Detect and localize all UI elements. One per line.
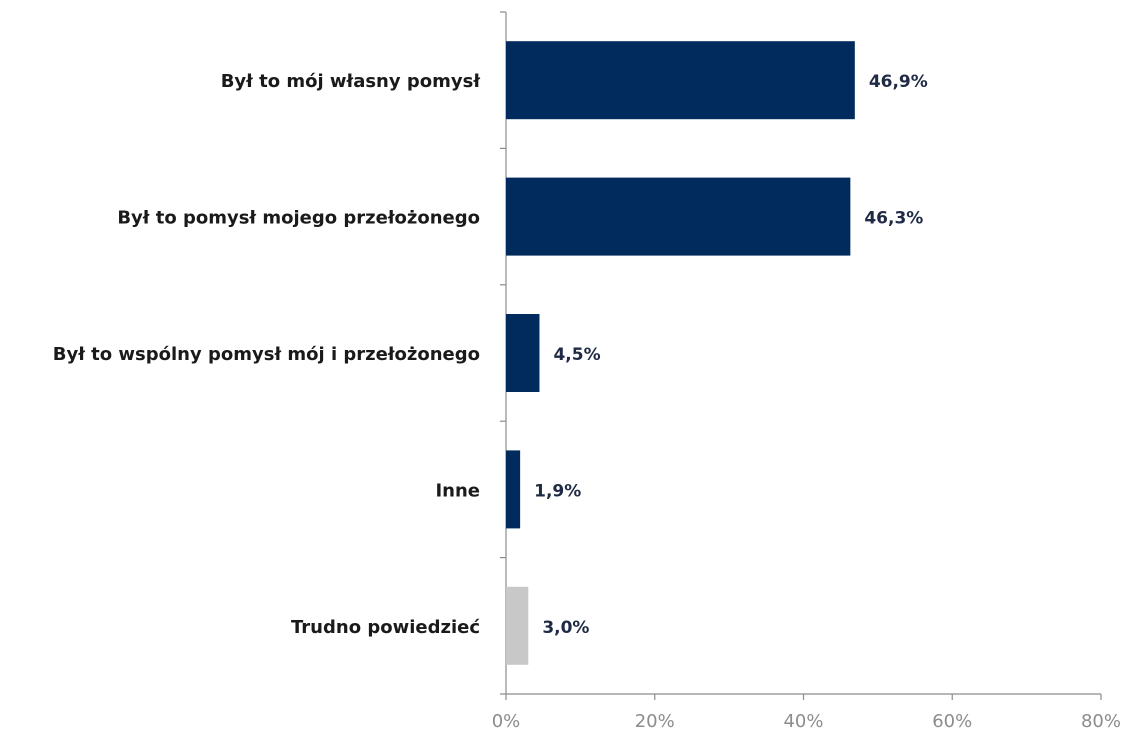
x-tick-label: 20% [635,711,675,732]
bar [506,314,540,392]
bar [506,450,521,529]
category-label: Trudno powiedzieć [291,617,480,638]
category-label: Był to mój własny pomysł [221,71,482,92]
category-label: Był to pomysł mojego przełożonego [117,208,480,229]
bar [506,177,851,256]
value-label: 46,3% [864,209,923,229]
x-tick-label: 40% [783,711,823,732]
value-label: 3,0% [542,618,589,638]
value-label: 4,5% [553,345,600,365]
x-tick-label: 80% [1081,711,1121,732]
bar [506,41,855,120]
value-label: 46,9% [869,72,928,92]
x-tick-label: 60% [932,711,972,732]
bar [506,586,529,665]
category-label: Był to wspólny pomysł mój i przełożonego [53,344,480,365]
x-tick-label: 0% [492,711,521,732]
category-label: Inne [435,480,480,501]
value-label: 1,9% [534,481,581,501]
